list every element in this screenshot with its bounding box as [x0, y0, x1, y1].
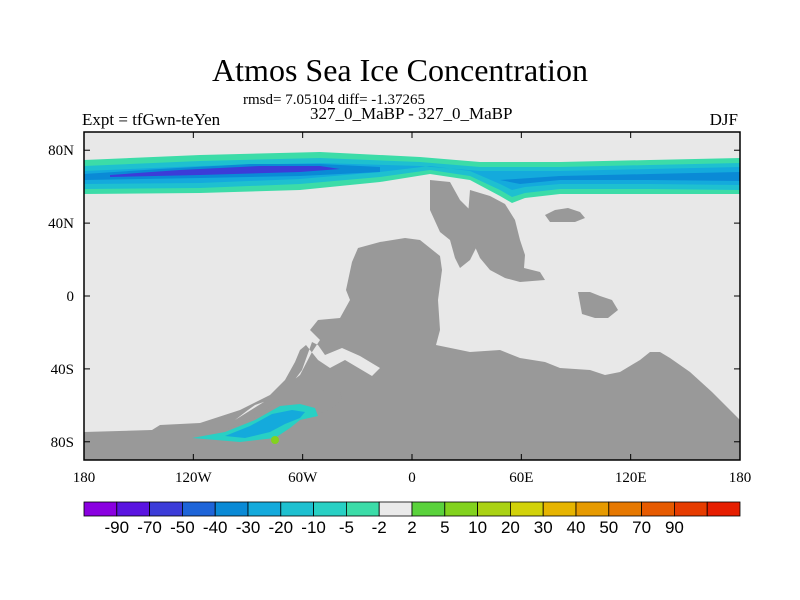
x-tick-label: 120W: [175, 470, 213, 486]
y-tick-label: 80N: [48, 143, 74, 159]
ice-patch-positive: [271, 436, 279, 444]
y-tick-label: 40S: [51, 362, 74, 378]
experiment-label: Expt = tfGwn-teYen: [82, 110, 221, 129]
colorbar-label: 2: [407, 518, 416, 537]
colorbar-swatch: [608, 501, 642, 517]
colorbar-label: 70: [632, 518, 651, 537]
colorbar-label: -5: [339, 518, 354, 537]
colorbar-swatch: [116, 501, 151, 517]
x-axis: 180 120W 60W 0 60E 120E 180: [73, 132, 752, 486]
ice-band-north: [84, 152, 740, 203]
colorbar-label: -30: [236, 518, 261, 537]
ice-patch-south: [192, 404, 318, 444]
season-label: DJF: [709, 110, 738, 129]
stats-text: rmsd= 7.05104 diff= -1.37265: [243, 92, 426, 108]
landmass-peninsula-b: [468, 190, 545, 282]
colorbar-label: -10: [301, 518, 326, 537]
x-tick-label: 60W: [288, 470, 318, 486]
y-tick-label: 80S: [51, 435, 74, 451]
experiment-difference-label: 327_0_MaBP - 327_0_MaBP: [310, 104, 513, 123]
y-tick-label: 40N: [48, 216, 74, 232]
colorbar-swatch: [83, 501, 118, 517]
colorbar-swatch: [641, 501, 675, 517]
colorbar-swatch: [509, 501, 544, 517]
colorbar-label: -70: [137, 518, 162, 537]
y-axis: 80N 40N 0 40S 80S: [48, 143, 740, 451]
landmass-main: [84, 238, 740, 460]
colorbar-swatch: [214, 501, 249, 517]
colorbar-swatch: [444, 501, 478, 517]
x-tick-label: 180: [729, 470, 752, 486]
colorbar-label: 50: [599, 518, 618, 537]
colorbar-label: 30: [534, 518, 553, 537]
landmass-peninsula-a: [430, 180, 480, 268]
colorbar-label: -40: [203, 518, 228, 537]
x-tick-label: 180: [73, 470, 96, 486]
x-tick-label: 120E: [615, 470, 647, 486]
colorbar-swatch: [477, 501, 511, 517]
colorbar-label: -20: [269, 518, 294, 537]
chart-title: Atmos Sea Ice Concentration: [212, 52, 588, 88]
x-tick-label: 60E: [509, 470, 533, 486]
colorbar: -90 -70 -50 -40 -30 -20 -10 -5 -2 2 5 10 20 30 40 50 70 9…: [83, 501, 741, 537]
colorbar-label: 40: [567, 518, 586, 537]
colorbar-swatch: [411, 501, 446, 517]
colorbar-swatch: [378, 501, 413, 517]
colorbar-swatch: [706, 501, 741, 517]
colorbar-label: 10: [468, 518, 487, 537]
colorbar-swatch: [575, 501, 610, 517]
colorbar-label: -50: [170, 518, 195, 537]
colorbar-swatch: [149, 501, 183, 517]
x-tick-label: 0: [408, 470, 416, 486]
colorbar-label: -2: [372, 518, 387, 537]
colorbar-swatch: [280, 501, 314, 517]
colorbar-swatch: [345, 501, 380, 517]
colorbar-swatch: [247, 501, 282, 517]
landmass-islands: [545, 208, 618, 318]
colorbar-swatch: [542, 501, 577, 517]
colorbar-swatch: [674, 501, 708, 517]
colorbar-swatch: [181, 501, 216, 517]
y-tick-label: 0: [67, 289, 75, 305]
colorbar-label: -90: [105, 518, 130, 537]
colorbar-swatch: [313, 501, 347, 517]
ice-band-core: [110, 166, 340, 177]
colorbar-label: 90: [665, 518, 684, 537]
colorbar-label: 5: [440, 518, 449, 537]
ice-patch-inner: [225, 410, 305, 438]
colorbar-label: 20: [501, 518, 520, 537]
